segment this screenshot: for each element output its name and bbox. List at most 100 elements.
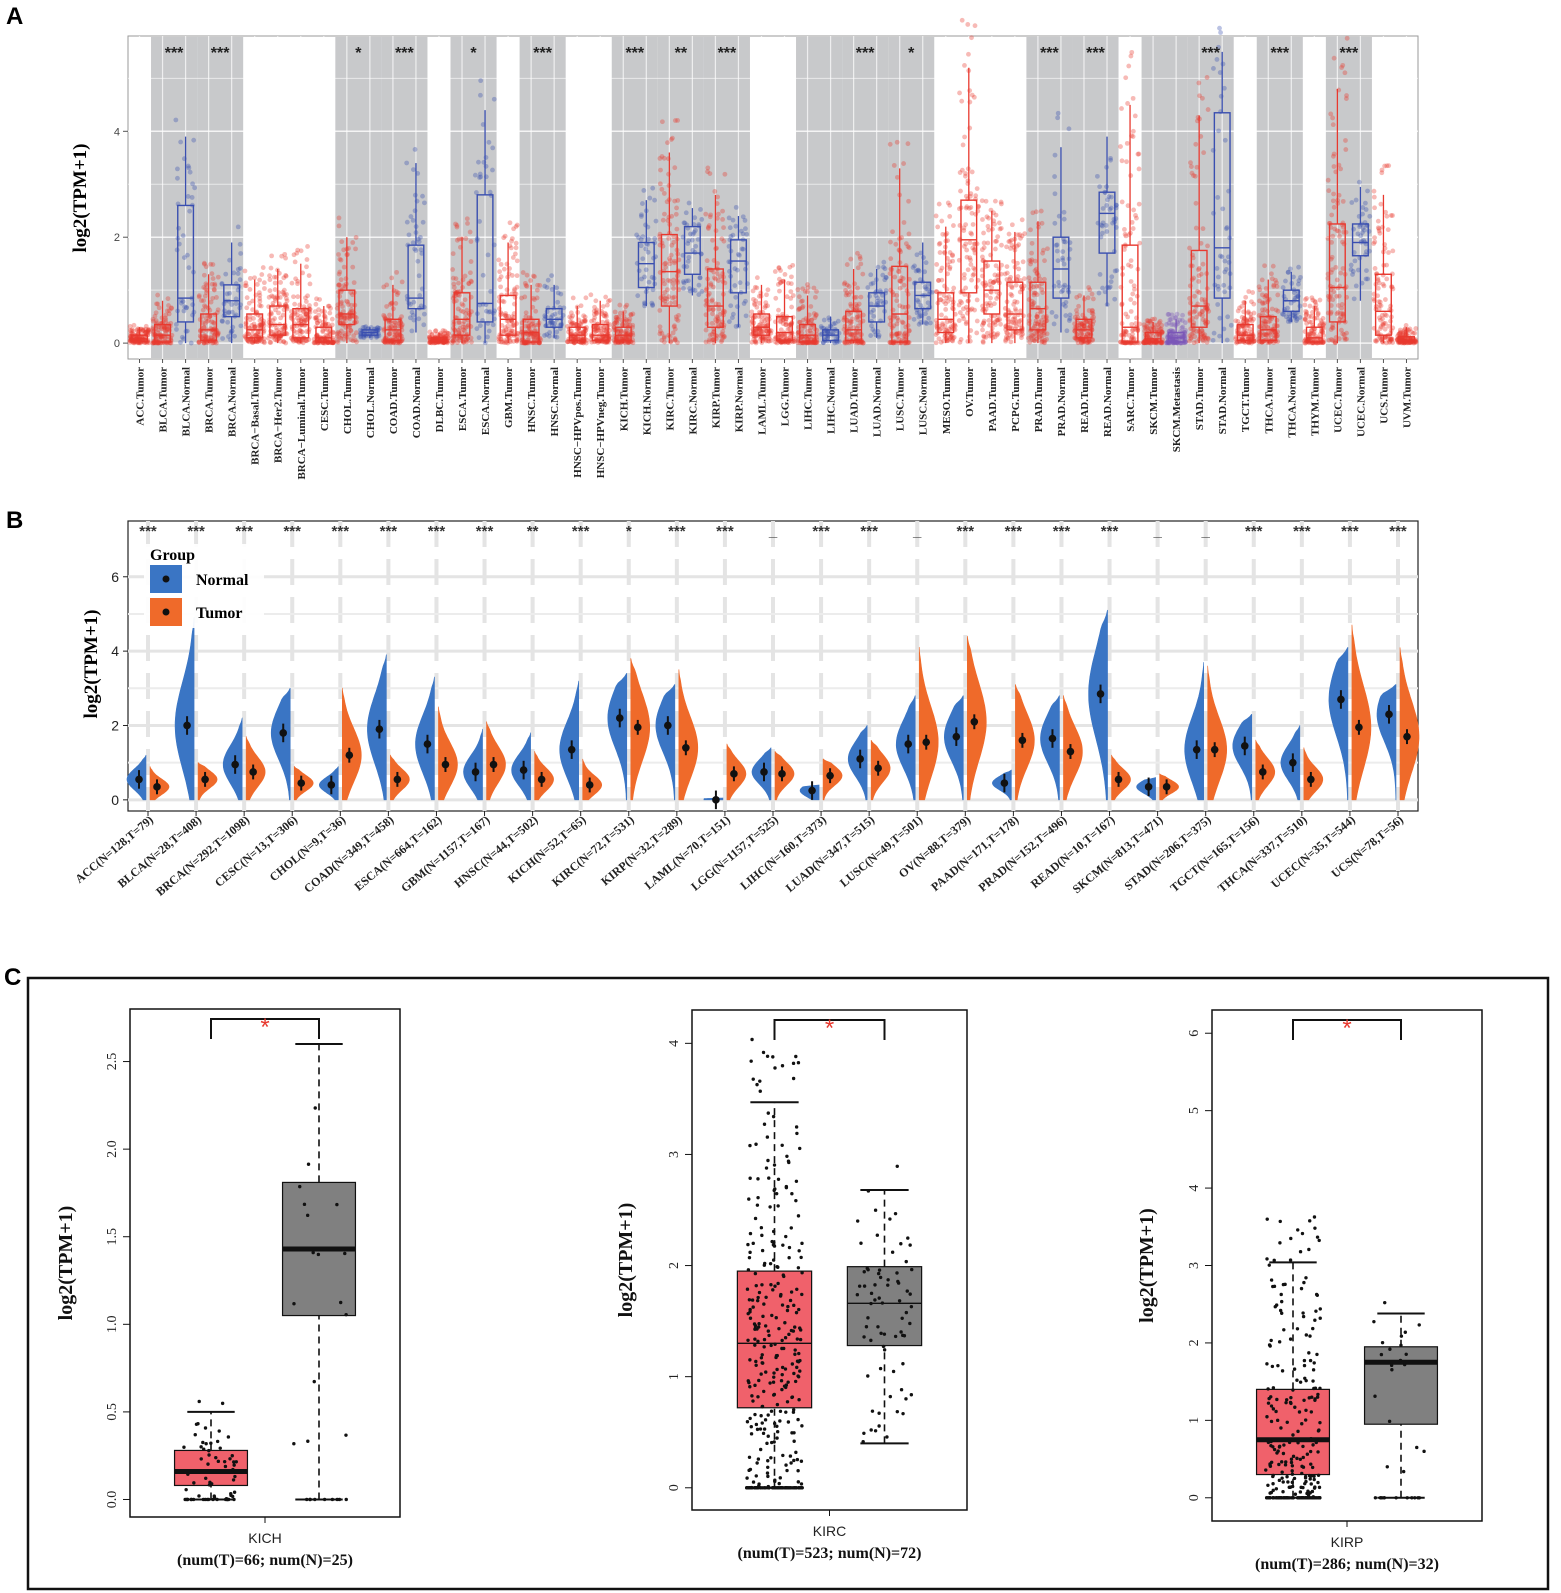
panel-a-point — [984, 301, 989, 306]
panel-a-point — [1007, 238, 1013, 244]
panel-a-point — [396, 323, 401, 329]
panel-a-point — [933, 213, 939, 219]
panel-a-shade-band — [657, 37, 704, 358]
panel-a-point — [242, 333, 248, 339]
panel-a-box-brca-luminal-tumor — [288, 244, 313, 346]
panel-a-point — [257, 318, 263, 324]
panel-a-point — [349, 302, 354, 308]
panel-a-point — [710, 311, 715, 317]
panel-a-point — [155, 301, 161, 307]
panel-a-shade-band — [1072, 37, 1119, 358]
panel-a-point — [156, 305, 162, 311]
panel-a-point — [196, 293, 202, 299]
panel-a-box — [246, 313, 264, 339]
panel-a-point — [831, 338, 837, 344]
panel-a-point — [433, 328, 439, 334]
panel-a-point — [946, 294, 952, 300]
panel-a-point — [1291, 290, 1297, 296]
panel-a-point — [389, 275, 395, 281]
panel-a-point — [752, 338, 758, 344]
panel-a-point — [272, 316, 277, 321]
panel-a-point — [350, 264, 356, 270]
panel-a-point — [478, 78, 484, 84]
panel-a-point — [1292, 315, 1298, 320]
panel-a-point — [923, 320, 929, 325]
panel-a-point — [500, 328, 506, 334]
panel-a-point — [203, 316, 209, 322]
panel-a-point — [1004, 270, 1010, 276]
panel-a-point — [735, 252, 741, 257]
panel-a-point — [454, 237, 460, 243]
panel-a-point — [966, 51, 971, 57]
panel-a-point — [754, 285, 760, 291]
panel-a-point — [1086, 338, 1092, 344]
panel-a-point — [209, 335, 214, 341]
panel-a-point — [963, 222, 969, 227]
panel-a-point — [722, 171, 728, 177]
panel-a-point — [257, 337, 262, 343]
panel-a-point — [208, 261, 214, 267]
panel-a-point — [934, 262, 940, 267]
panel-a-point — [528, 322, 534, 328]
panel-a-point — [1192, 334, 1198, 340]
panel-a-point — [346, 314, 352, 320]
panel-a-point — [212, 281, 218, 287]
panel-a-point — [693, 243, 699, 249]
panel-a-point — [485, 334, 490, 340]
panel-a-point — [496, 339, 502, 344]
panel-a-point — [843, 288, 848, 293]
panel-a-point — [669, 213, 675, 219]
panel-a-point — [1217, 25, 1222, 31]
panel-a-point — [408, 214, 414, 219]
panel-a-box — [292, 307, 310, 339]
panel-a-point — [463, 325, 468, 330]
panel-a-point — [967, 125, 973, 131]
panel-a-point — [503, 329, 509, 335]
panel-a-point — [789, 304, 794, 310]
panel-a-point — [457, 293, 462, 298]
panel-a-point — [255, 337, 260, 343]
panel-a-point — [1061, 209, 1067, 215]
panel-a-point — [1039, 338, 1045, 344]
panel-a-point — [788, 281, 794, 287]
panel-a-point — [258, 303, 264, 309]
panel-a-point — [968, 230, 974, 236]
panel-a-point — [454, 335, 460, 341]
panel-a-point — [292, 309, 298, 315]
panel-a-point — [801, 336, 806, 342]
panel-a-point — [733, 204, 739, 210]
panel-a-point — [257, 337, 263, 343]
panel-a-point — [349, 307, 354, 313]
panel-a-point — [474, 326, 480, 332]
panel-a-point — [994, 238, 999, 244]
panel-a-point — [527, 326, 533, 332]
panel-a-point — [896, 247, 902, 253]
panel-a-point — [281, 275, 287, 281]
panel-a-point — [486, 309, 492, 315]
panel-a-point — [665, 287, 670, 293]
panel-a-point — [508, 245, 514, 251]
panel-a-point — [1049, 309, 1055, 315]
panel-a-point — [959, 167, 965, 173]
panel-a-point — [512, 251, 518, 257]
panel-a-point — [277, 294, 283, 300]
panel-label-a: A — [6, 3, 23, 30]
panel-a-point — [450, 338, 456, 344]
panel-a-point — [245, 337, 251, 343]
panel-a-point — [337, 282, 342, 288]
panel-a-point — [340, 321, 346, 327]
panel-a-point — [887, 141, 893, 147]
panel-a-point — [1222, 137, 1228, 143]
panel-a-point — [1039, 309, 1044, 314]
panel-a-point — [891, 163, 897, 168]
panel-a-point — [176, 225, 181, 231]
panel-a-point — [537, 282, 543, 288]
panel-a-point — [304, 338, 310, 344]
panel-a-point — [1235, 326, 1241, 332]
panel-a-point — [1271, 282, 1277, 288]
panel-a-point — [312, 315, 318, 321]
panel-a-point — [1222, 258, 1228, 264]
panel-a-point — [1217, 315, 1223, 321]
panel-a-point — [658, 167, 663, 173]
panel-a-point — [709, 297, 715, 303]
